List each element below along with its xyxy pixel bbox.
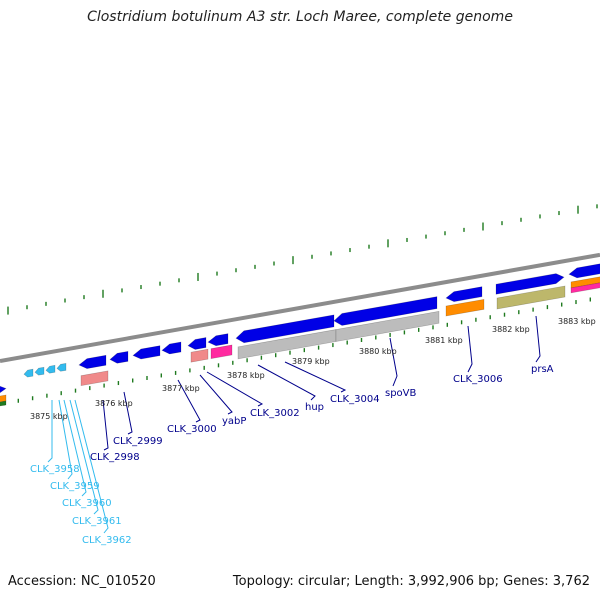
gene-label: CLK_3960 — [62, 498, 112, 509]
leader-line — [389, 337, 398, 387]
outer-tick-track — [7, 204, 598, 315]
gene-label: CLK_2998 — [90, 452, 140, 463]
feature — [0, 400, 7, 407]
leader-line — [284, 361, 347, 393]
label-leaders — [47, 315, 541, 534]
scale-label: 3878 kbp — [227, 371, 265, 380]
leader-line — [535, 315, 541, 363]
scale-label: 3875 kbp — [30, 412, 68, 421]
feature — [495, 273, 565, 295]
feature — [45, 364, 56, 374]
leader-line — [177, 379, 201, 423]
feature — [568, 263, 600, 279]
feature — [335, 310, 440, 342]
feature — [210, 344, 233, 360]
feature — [496, 285, 566, 310]
feature — [34, 366, 45, 376]
feature — [190, 348, 209, 363]
feature — [78, 354, 107, 369]
inner-tick-track — [3, 297, 591, 406]
scale-labels: 3875 kbp 3876 kbp 3877 kbp 3878 kbp 3879 kbp… — [30, 317, 596, 421]
leader-line — [123, 391, 133, 435]
leader-line — [47, 400, 53, 463]
feature — [445, 286, 483, 302]
scale-label: 3880 kbp — [359, 347, 397, 356]
feature — [207, 333, 229, 347]
leader-line — [199, 374, 233, 415]
gene-label: CLK_3958 — [30, 464, 80, 475]
genome-summary: Topology: circular; Length: 3,992,906 bp… — [232, 574, 590, 589]
feature — [0, 385, 7, 394]
leader-line — [74, 399, 109, 534]
scale-label: 3879 kbp — [292, 357, 330, 366]
scale-label: 3877 kbp — [162, 384, 200, 393]
gene-label: CLK_3000 — [167, 424, 217, 435]
feature — [56, 362, 67, 372]
scale-label: 3882 kbp — [492, 325, 530, 334]
map-title: Clostridium botulinum A3 str. Loch Maree… — [87, 9, 513, 25]
gene-label: yabP — [222, 416, 246, 427]
feature — [161, 341, 182, 355]
feature — [570, 276, 600, 289]
feature-track — [0, 263, 600, 407]
gene-label: CLK_3962 — [82, 535, 132, 546]
scale-label: 3876 kbp — [95, 399, 133, 408]
leader-line — [206, 371, 264, 407]
gene-label: CLK_2999 — [113, 436, 163, 447]
leader-line — [58, 399, 73, 480]
scale-label: 3883 kbp — [558, 317, 596, 326]
gene-labels: CLK_2998 CLK_2999 CLK_3000 yabP CLK_3002 hup C… — [30, 364, 554, 546]
genome-backbone — [0, 252, 600, 363]
leader-line — [63, 399, 87, 497]
feature — [570, 282, 600, 294]
feature — [187, 337, 207, 350]
gene-label: CLK_3002 — [250, 408, 300, 419]
feature — [23, 368, 34, 378]
leader-line — [467, 325, 473, 373]
accession-label: Accession: NC_010520 — [8, 574, 156, 589]
gene-label: CLK_3004 — [330, 394, 380, 405]
leader-line — [69, 399, 99, 515]
scale-label: 3881 kbp — [425, 336, 463, 345]
leader-line — [257, 364, 316, 401]
gene-label: prsA — [531, 364, 554, 375]
feature — [333, 296, 438, 326]
gene-label: CLK_3006 — [453, 374, 503, 385]
gene-label: CLK_3959 — [50, 481, 100, 492]
backbone-line — [0, 252, 600, 363]
leader-line — [102, 399, 109, 451]
feature — [445, 298, 485, 317]
feature — [132, 345, 161, 360]
feature — [80, 370, 109, 387]
gene-label: hup — [305, 402, 324, 413]
gene-label: spoVB — [385, 388, 417, 399]
gene-label: CLK_3961 — [72, 516, 122, 527]
feature — [109, 350, 129, 364]
